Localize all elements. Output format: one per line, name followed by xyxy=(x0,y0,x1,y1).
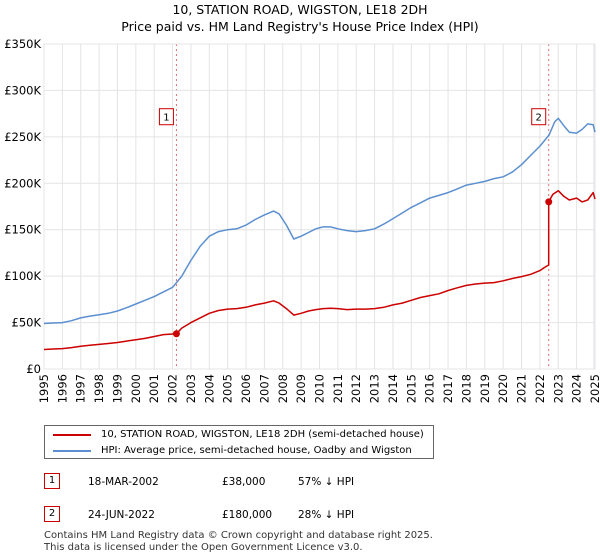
x-tick-label: 2023 xyxy=(551,374,565,403)
sale-point xyxy=(172,330,180,338)
sale-label-box xyxy=(531,108,547,126)
y-tick-label: £250K xyxy=(4,130,41,144)
x-tick-label: 2012 xyxy=(349,374,363,403)
sale-label-box xyxy=(158,108,174,126)
x-tick-label: 2013 xyxy=(368,374,382,403)
price-paid-line xyxy=(43,189,596,351)
x-tick-label: 2021 xyxy=(515,374,529,403)
y-tick-label: £350K xyxy=(4,37,41,51)
x-tick-label: 1995 xyxy=(37,374,51,403)
legend-label-hpi: HPI: Average price, semi-detached house,… xyxy=(101,445,412,456)
chart-canvas: 10, STATION ROAD, WIGSTON, LE18 2DH Pric… xyxy=(4,2,600,403)
sale-date: 24-JUN-2022 xyxy=(88,509,155,521)
x-tick-label: 1997 xyxy=(74,374,88,403)
y-tick-label: £300K xyxy=(4,83,41,97)
legend-swatch-hpi xyxy=(53,450,91,452)
shading-layer xyxy=(175,44,595,369)
x-tick-label: 2003 xyxy=(184,374,198,403)
x-tick-label: 2011 xyxy=(331,374,345,403)
x-tick-label: 2022 xyxy=(533,374,547,403)
x-tick-label: 2015 xyxy=(404,374,418,403)
x-tick-label: 1996 xyxy=(55,374,69,403)
x-tick-label: 2005 xyxy=(221,374,235,403)
y-tick-label: £150K xyxy=(4,223,41,237)
x-tick-label: 2024 xyxy=(570,374,584,403)
x-tick-label: 2004 xyxy=(202,374,216,403)
x-tick-label: 2010 xyxy=(313,374,327,403)
footer-line-2: This data is licensed under the Open Gov… xyxy=(44,542,363,553)
y-tick-label: £0 xyxy=(26,362,41,376)
y-tick-label: £100K xyxy=(4,269,41,283)
future-shading xyxy=(593,44,595,369)
sale-hpi-diff: 28% ↓ HPI xyxy=(298,509,355,521)
hpi-line xyxy=(43,117,596,325)
sale-date: 18-MAR-2002 xyxy=(88,476,159,488)
sale-number-badge: 1 xyxy=(44,473,60,489)
x-tick-label: 2008 xyxy=(276,374,290,403)
x-tick-label: 2017 xyxy=(441,374,455,403)
footer-line-1: Contains HM Land Registry data © Crown c… xyxy=(44,530,433,541)
sale-label-text: 2 xyxy=(536,113,542,124)
x-tick-label: 2001 xyxy=(147,374,161,403)
x-tick-label: 2014 xyxy=(386,374,400,403)
y-tick-label: £50K xyxy=(12,316,42,330)
x-axis: 1995 1996 1997 1998 1999 2000 2001 2002 2003 2004… xyxy=(37,374,600,403)
chart-title: 10, STATION ROAD, WIGSTON, LE18 2DH xyxy=(172,2,427,17)
x-tick-label: 2000 xyxy=(129,374,143,403)
y-tick-label: £200K xyxy=(4,176,41,190)
x-tick-label: 2016 xyxy=(423,374,437,403)
x-tick-label: 2019 xyxy=(478,374,492,403)
x-tick-label: 2009 xyxy=(294,374,308,403)
legend-label-price: 10, STATION ROAD, WIGSTON, LE18 2DH (sem… xyxy=(101,429,424,440)
x-tick-label: 2002 xyxy=(166,374,180,403)
sale-price: £38,000 xyxy=(222,476,266,488)
chart-subtitle: Price paid vs. HM Land Registry's House … xyxy=(121,19,478,34)
sale-hpi-diff: 57% ↓ HPI xyxy=(298,476,355,488)
x-tick-label: 2018 xyxy=(459,374,473,403)
sale-number-badge: 2 xyxy=(44,506,60,522)
x-tick-label: 2007 xyxy=(257,374,271,403)
x-tick-label: 1998 xyxy=(92,374,106,403)
legend: 10, STATION ROAD, WIGSTON, LE18 2DH (sem… xyxy=(44,425,434,459)
x-tick-label: 2025 xyxy=(588,374,600,403)
x-tick-label: 2006 xyxy=(239,374,253,403)
sale-point xyxy=(545,198,553,206)
y-axis: £0 £50K £100K £150K £200K £250K £300K £350K xyxy=(4,37,41,376)
x-tick-label: 2020 xyxy=(496,374,510,403)
footer: Contains HM Land Registry data © Crown c… xyxy=(44,530,433,554)
x-tick-label: 1999 xyxy=(110,374,124,403)
series-layer xyxy=(43,117,596,351)
legend-swatch-price xyxy=(53,434,91,436)
sale-label-text: 1 xyxy=(163,113,169,124)
sale-price: £180,000 xyxy=(222,509,273,521)
grid-layer xyxy=(43,43,596,370)
